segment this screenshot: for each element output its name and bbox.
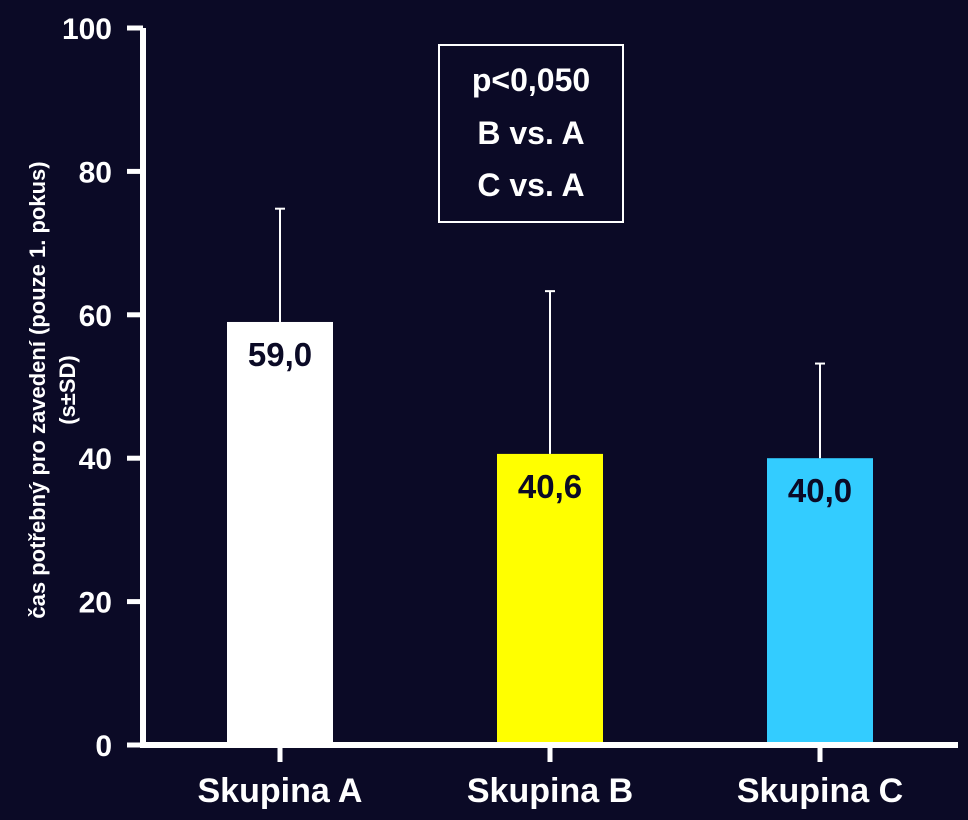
data-label-skupina-a: 59,0: [248, 336, 312, 373]
y-axis-title: čas potřebný pro zavedení (pouze 1. poku…: [25, 161, 80, 618]
data-label-skupina-c: 40,0: [788, 472, 852, 509]
y-axis-title-line1: čas potřebný pro zavedení (pouze 1. poku…: [25, 161, 50, 618]
bar-skupina-a: [227, 321, 333, 745]
x-tick-label-skupina-c: Skupina C: [737, 772, 903, 810]
data-labels-layer: 59,0 40,6 40,0: [248, 336, 852, 509]
significance-box: p<0,050 B vs. A C vs. A: [438, 44, 624, 223]
y-tick-label-100: 100: [62, 13, 112, 46]
x-tick-label-skupina-a: Skupina A: [198, 772, 363, 810]
bars-layer: [227, 321, 873, 745]
error-bars-layer: [275, 207, 825, 459]
x-ticks-layer: Skupina A Skupina B Skupina C: [198, 745, 903, 810]
y-ticks-layer: 0 20 40 60 80 100: [62, 13, 143, 763]
bar-skupina-b: [497, 453, 603, 745]
significance-box-border: [438, 44, 624, 223]
y-tick-label-20: 20: [79, 587, 112, 620]
bar-skupina-c: [767, 458, 873, 745]
significance-comparison-b: B vs. A: [477, 115, 584, 151]
data-label-skupina-b: 40,6: [518, 468, 582, 505]
y-tick-label-40: 40: [79, 443, 112, 476]
x-tick-label-skupina-b: Skupina B: [467, 772, 633, 810]
y-tick-label-80: 80: [79, 156, 112, 189]
y-tick-label-0: 0: [95, 730, 112, 763]
significance-pvalue: p<0,050: [472, 62, 590, 98]
significance-comparison-c: C vs. A: [477, 167, 584, 203]
y-tick-label-60: 60: [79, 300, 112, 333]
y-axis-title-line2: (s±SD): [55, 355, 80, 425]
